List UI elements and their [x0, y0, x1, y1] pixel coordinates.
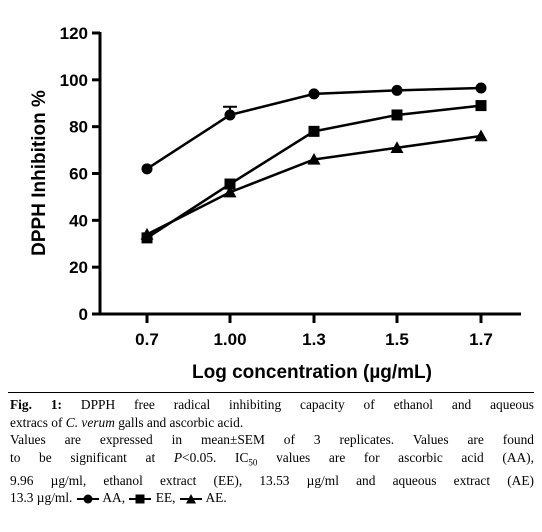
- series-line-ae: [146, 134, 482, 236]
- x-tick-label: 1.00: [213, 330, 246, 349]
- x-tick-label: 1.7: [469, 330, 493, 349]
- y-tick-label: 0: [79, 305, 88, 324]
- chart: 0 20 40 60 80 100 120 0.7 1.00 1.3 1.5 1.7 Log conc…: [29, 24, 521, 383]
- x-tick-label: 1.3: [302, 330, 326, 349]
- figure-label: Fig. 1:: [10, 397, 62, 412]
- point-ae: [223, 185, 237, 198]
- point-ee: [391, 109, 403, 121]
- point-ae: [307, 152, 321, 165]
- caption-line-1: Fig. 1: DPPH free radical inhibiting cap…: [10, 397, 534, 412]
- point-ae: [140, 227, 154, 240]
- y-tick-label: 100: [60, 71, 88, 90]
- figure-caption: Fig. 1: DPPH free radical inhibiting cap…: [10, 396, 534, 507]
- legend-ee-label: EE,: [155, 490, 176, 506]
- point-aa: [475, 82, 487, 94]
- caption-line-2: extracs of C. verum galls and ascorbic a…: [10, 414, 244, 430]
- y-tick-label: 80: [69, 118, 88, 137]
- legend-triangle-icon: [179, 493, 203, 505]
- legend-square-icon: [128, 493, 152, 505]
- species-name: C. verum: [65, 414, 115, 430]
- point-ee: [475, 100, 487, 112]
- x-tick-label: 1.5: [385, 330, 409, 349]
- caption-line-5: 9.96 µg/ml, ethanol extract (EE), 13.53 …: [10, 472, 534, 488]
- legend-aa-label: AA,: [102, 490, 126, 506]
- point-aa: [391, 84, 403, 96]
- series-layer: [140, 82, 488, 244]
- legend-circle-icon: [76, 493, 100, 505]
- point-ae: [390, 141, 404, 153]
- y-tick-label: 60: [69, 165, 88, 184]
- series-ae: [140, 129, 488, 240]
- y-axis-title: DPPH Inhibition %: [29, 90, 50, 256]
- point-ae: [474, 129, 488, 142]
- y-tick-label: 20: [69, 258, 88, 277]
- series-aa: [141, 82, 487, 175]
- series-line-ee: [146, 104, 482, 239]
- caption-line-4: to be significant at P<0.05. IC50 values…: [10, 449, 534, 468]
- point-aa: [141, 163, 153, 175]
- point-aa: [224, 109, 236, 121]
- point-ee: [308, 125, 320, 137]
- y-tick-label: 120: [60, 24, 88, 43]
- x-tick-label: 0.7: [135, 330, 159, 349]
- x-axis-title: Log concentration (µg/mL): [192, 362, 432, 383]
- axes: 0 20 40 60 80 100 120 0.7 1.00 1.3 1.5 1.7: [60, 24, 521, 349]
- point-aa: [308, 88, 320, 100]
- y-tick-label: 40: [69, 211, 88, 230]
- caption-line-3: Values are expressed in mean±SEM of 3 re…: [10, 432, 534, 447]
- point-ee: [224, 178, 236, 190]
- legend-ae-label: AE.: [205, 490, 227, 506]
- series-ee: [141, 100, 487, 244]
- caption-divider: [8, 392, 534, 393]
- caption-line-6: 13.3 µg/ml. AA, EE, AE.: [10, 490, 227, 506]
